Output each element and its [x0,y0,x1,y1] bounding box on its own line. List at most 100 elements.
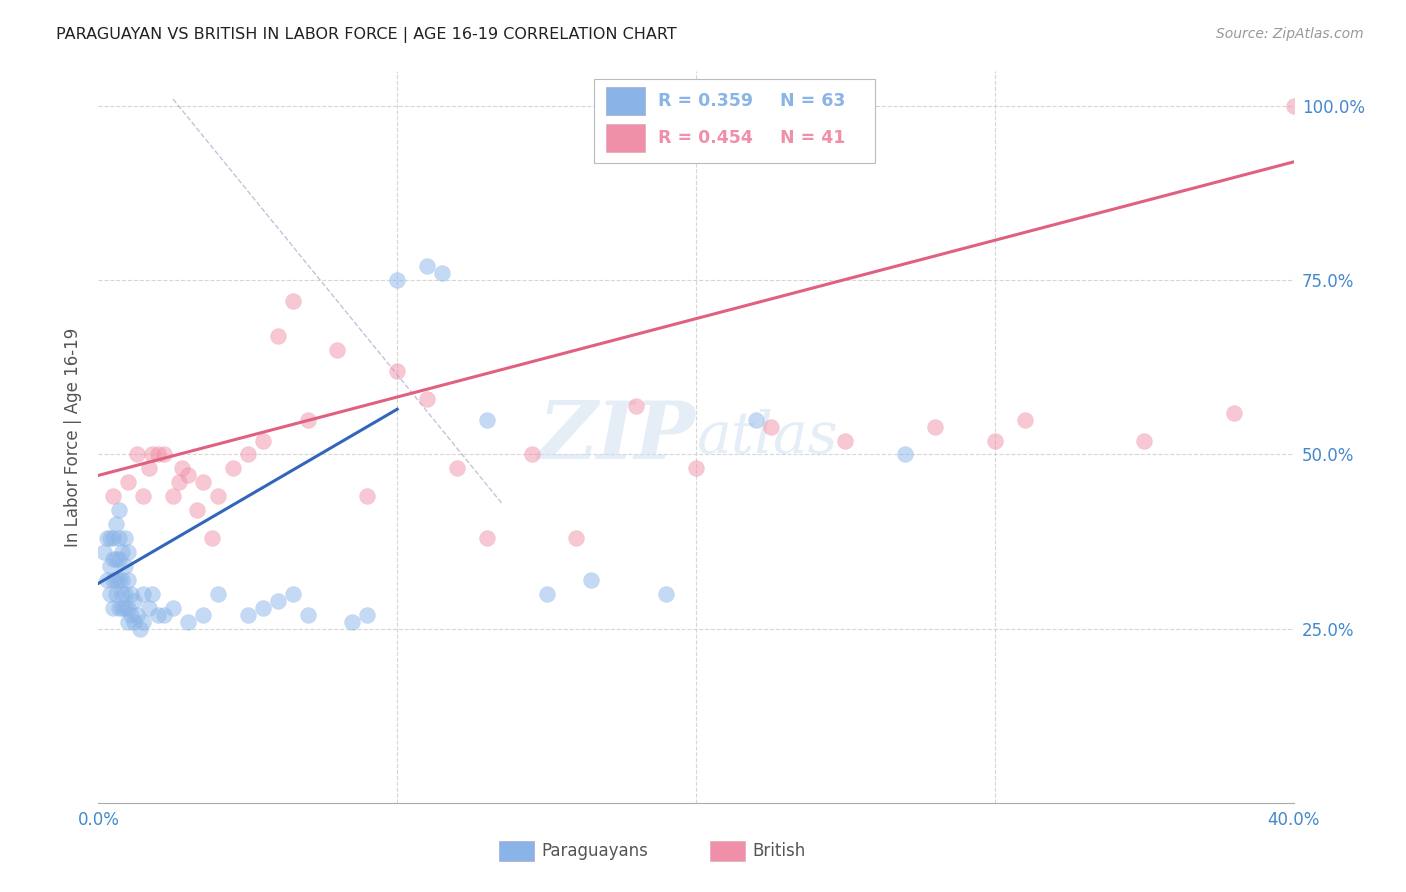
Point [252,600,274,615]
Point [138,461,160,475]
Text: N = 41: N = 41 [779,129,845,147]
Point [114,600,136,615]
Point [745,412,768,426]
Point [356,607,378,622]
Point [177,615,200,629]
Point [1014,412,1036,426]
Point [475,531,498,545]
Point [141,587,163,601]
Point [207,489,229,503]
Point [103,573,125,587]
Point [172,461,194,475]
Point [93,545,115,559]
Point [385,364,409,378]
Text: Source: ZipAtlas.com: Source: ZipAtlas.com [1216,27,1364,41]
Point [117,475,139,490]
Point [114,558,136,573]
Point [148,607,170,622]
Point [141,448,163,462]
Point [114,531,136,545]
Point [132,615,155,629]
Point [475,412,498,426]
Point [127,448,149,462]
Point [834,434,856,448]
Point [685,461,707,475]
Point [252,434,274,448]
Point [103,489,125,503]
Point [565,531,588,545]
Point [356,489,378,503]
Point [117,545,139,559]
Point [98,587,122,601]
Point [132,489,155,503]
Point [124,615,146,629]
Point [536,587,558,601]
Point [108,552,131,566]
Point [96,531,118,545]
Point [105,552,128,566]
Text: British: British [752,842,806,860]
Text: R = 0.359: R = 0.359 [658,93,752,111]
Point [342,615,364,629]
Point [117,573,139,587]
Point [120,607,142,622]
Point [281,587,304,601]
Point [222,461,245,475]
Point [446,461,468,475]
Point [103,552,125,566]
Text: ZIP: ZIP [538,399,696,475]
Point [111,600,134,615]
FancyBboxPatch shape [595,78,875,163]
Point [207,587,229,601]
Point [111,587,134,601]
Text: N = 63: N = 63 [779,93,845,111]
Point [520,448,543,462]
Point [416,260,439,274]
Point [177,468,200,483]
Point [117,615,139,629]
Point [98,531,122,545]
Point [127,607,149,622]
Point [626,399,648,413]
Point [162,489,184,503]
Point [385,273,409,287]
Point [108,531,131,545]
Point [430,266,453,280]
Point [236,607,259,622]
Point [111,573,134,587]
Point [129,622,152,636]
Point [281,294,304,309]
Text: Paraguayans: Paraguayans [541,842,648,860]
Point [267,594,290,608]
Point [124,594,146,608]
Point [111,545,134,559]
Point [105,517,128,532]
Point [1223,406,1246,420]
Point [267,329,290,343]
Y-axis label: In Labor Force | Age 16-19: In Labor Force | Age 16-19 [65,327,83,547]
Point [201,531,224,545]
Point [132,587,155,601]
Point [191,475,214,490]
Point [924,419,946,434]
Point [103,531,125,545]
Point [1133,434,1156,448]
Bar [606,124,644,152]
Point [108,503,131,517]
Text: PARAGUAYAN VS BRITISH IN LABOR FORCE | AGE 16-19 CORRELATION CHART: PARAGUAYAN VS BRITISH IN LABOR FORCE | A… [56,27,678,43]
Point [984,434,1007,448]
Point [96,573,118,587]
Point [114,587,136,601]
Point [236,448,259,462]
Point [103,600,125,615]
Point [98,558,122,573]
Bar [606,87,644,115]
Point [105,587,128,601]
Point [108,573,131,587]
Point [105,573,128,587]
Point [153,448,176,462]
Point [894,448,917,462]
Point [167,475,190,490]
Point [297,412,319,426]
Text: atlas: atlas [696,409,838,466]
